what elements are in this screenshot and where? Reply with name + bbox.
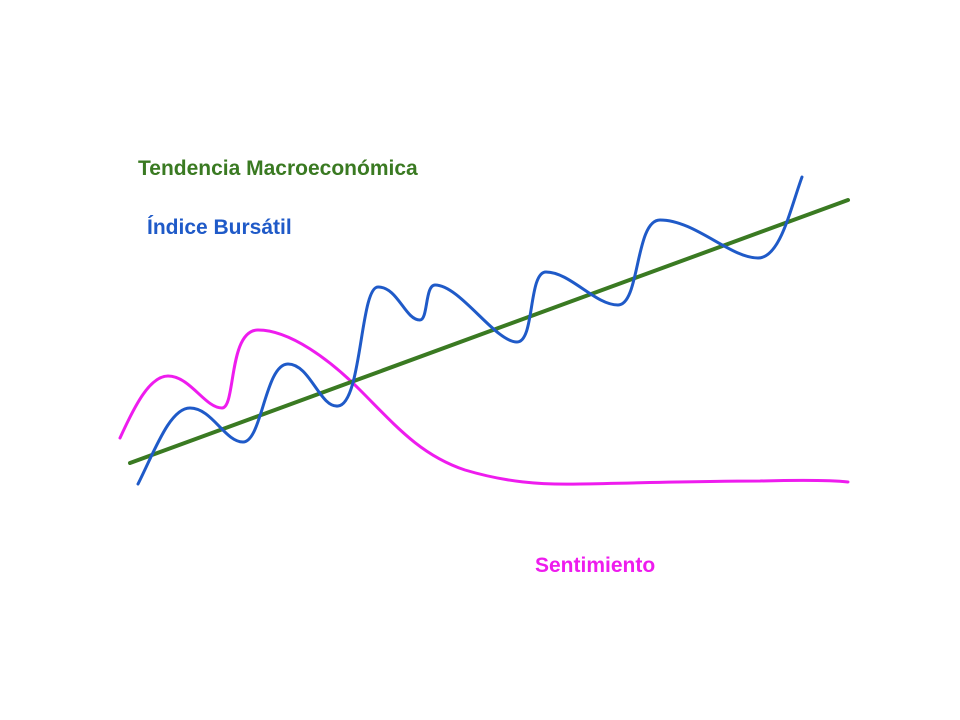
trend-line (128, 198, 850, 465)
sentiment-curve (118, 328, 850, 486)
sentiment-label: Sentimiento (535, 554, 655, 577)
index-label: Índice Bursátil (147, 216, 292, 239)
trend-label: Tendencia Macroeconómica (138, 157, 418, 180)
index-curve (136, 175, 804, 486)
